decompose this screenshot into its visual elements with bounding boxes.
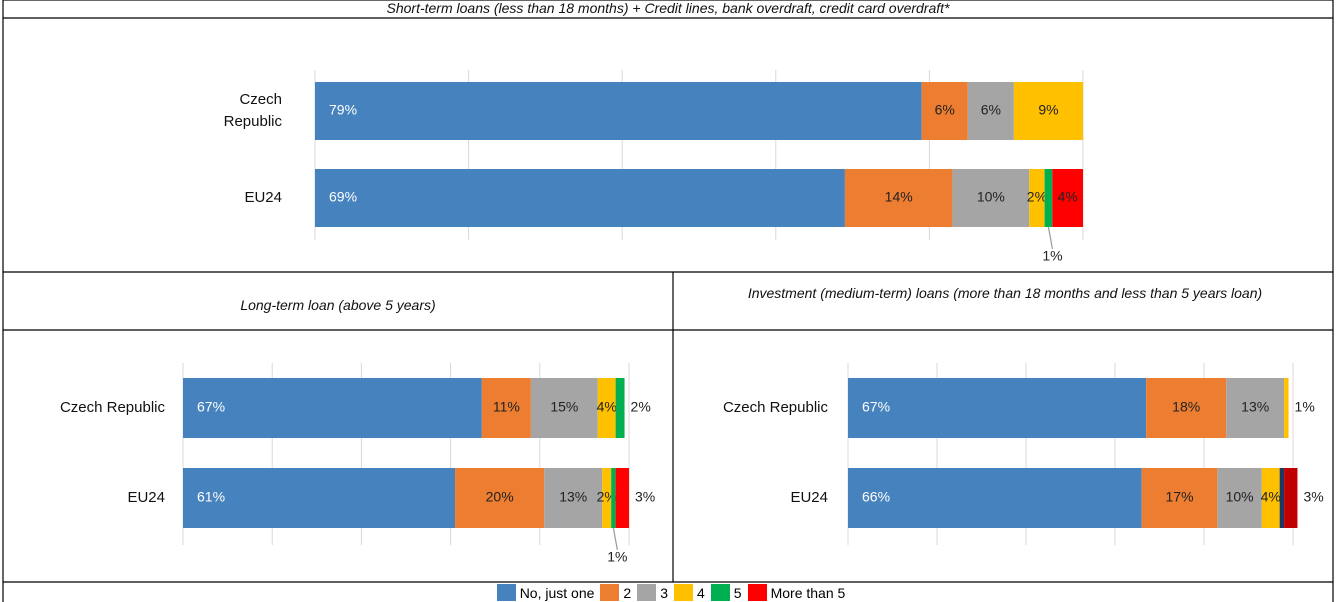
bar-segment (544, 468, 603, 528)
bar-segment (848, 468, 1142, 528)
value-label: 67% (862, 399, 890, 415)
value-label: 13% (1241, 399, 1269, 415)
value-label: 14% (885, 189, 913, 205)
bar-segment (1284, 378, 1289, 438)
bar-segment (1284, 468, 1298, 528)
category-label: EU24 (127, 489, 165, 506)
legend-label: 2 (623, 584, 632, 601)
legend-label: No, just one (519, 584, 595, 601)
value-label: 6% (935, 102, 955, 118)
leader-line (612, 527, 618, 551)
bar-segment (1141, 468, 1218, 528)
bar-segment (530, 378, 598, 438)
value-label: 2% (631, 399, 651, 415)
value-label: 4% (597, 399, 617, 415)
bar-segment (952, 169, 1030, 227)
panel-title: Short-term loans (less than 18 months) +… (386, 0, 950, 16)
bar-segment (848, 378, 1147, 438)
value-label: 10% (1226, 489, 1254, 505)
leader-line (1047, 226, 1054, 250)
value-label: 4% (1261, 489, 1281, 505)
legend-swatch (674, 584, 693, 601)
legend: No, just one 2 3 4 5 More than 5 (3, 583, 1333, 602)
category-label: EU24 (790, 489, 828, 506)
bar-segment (315, 169, 845, 227)
bar-segment (921, 82, 968, 140)
bar-segment (183, 468, 456, 528)
value-label: 61% (197, 489, 225, 505)
legend-swatch (496, 584, 516, 601)
value-label: 69% (329, 189, 357, 205)
bar-segment (1279, 468, 1285, 528)
value-label: 3% (635, 489, 655, 505)
value-label: 15% (550, 399, 578, 415)
bar-segment (1013, 82, 1083, 140)
bar-segment (1029, 169, 1045, 227)
bar-segment (1146, 378, 1227, 438)
value-label: 1% (1295, 399, 1315, 415)
value-label: 18% (1172, 399, 1200, 415)
legend-label: 4 (697, 584, 705, 601)
bar-segment (602, 468, 612, 528)
bar-segment (597, 378, 616, 438)
bar-segment (1052, 169, 1083, 227)
value-label: 20% (486, 489, 514, 505)
bar-segment (455, 468, 545, 528)
bar-segment (844, 169, 953, 227)
bar-segment (1261, 468, 1280, 528)
value-label: 11% (493, 399, 520, 415)
category-label: Czech Republic (223, 91, 282, 130)
panel-title: Long-term loan (above 5 years) (240, 297, 436, 313)
value-label: 13% (559, 489, 587, 505)
bar-segment (183, 378, 482, 438)
value-label: 67% (197, 399, 225, 415)
bar-segment (1044, 169, 1053, 227)
bar-segment (967, 82, 1014, 140)
legend-swatch (637, 584, 657, 601)
bar-segment (315, 82, 922, 140)
value-label: 9% (1038, 102, 1058, 118)
legend-label: More than 5 (770, 584, 846, 601)
value-label: 6% (981, 102, 1001, 118)
legend-swatch (747, 584, 767, 601)
bar-segment (615, 468, 629, 528)
legend-swatch (600, 584, 620, 601)
bar-segment (615, 378, 625, 438)
legend-label: 5 (733, 584, 742, 601)
category-label: Czech Republic (59, 399, 165, 416)
legend-swatch (710, 584, 730, 601)
bar-segment (481, 378, 531, 438)
value-label: 10% (977, 189, 1005, 205)
category-label: EU24 (244, 189, 282, 206)
panel-title: Investment (medium-term) loans (more tha… (747, 285, 1263, 301)
value-label: 4% (1058, 189, 1078, 205)
value-label: 1% (607, 549, 627, 565)
value-label: 3% (1303, 489, 1323, 505)
bar-segment (1226, 378, 1285, 438)
value-label: 1% (1042, 248, 1062, 264)
value-label: 2% (1027, 189, 1047, 205)
legend-label: 3 (660, 584, 668, 601)
value-label: 79% (329, 102, 357, 118)
value-label: 66% (862, 489, 890, 505)
bar-segment (1217, 468, 1262, 528)
value-label: 17% (1166, 489, 1194, 505)
category-label: Czech Republic (722, 399, 828, 416)
bar-segment (611, 468, 616, 528)
